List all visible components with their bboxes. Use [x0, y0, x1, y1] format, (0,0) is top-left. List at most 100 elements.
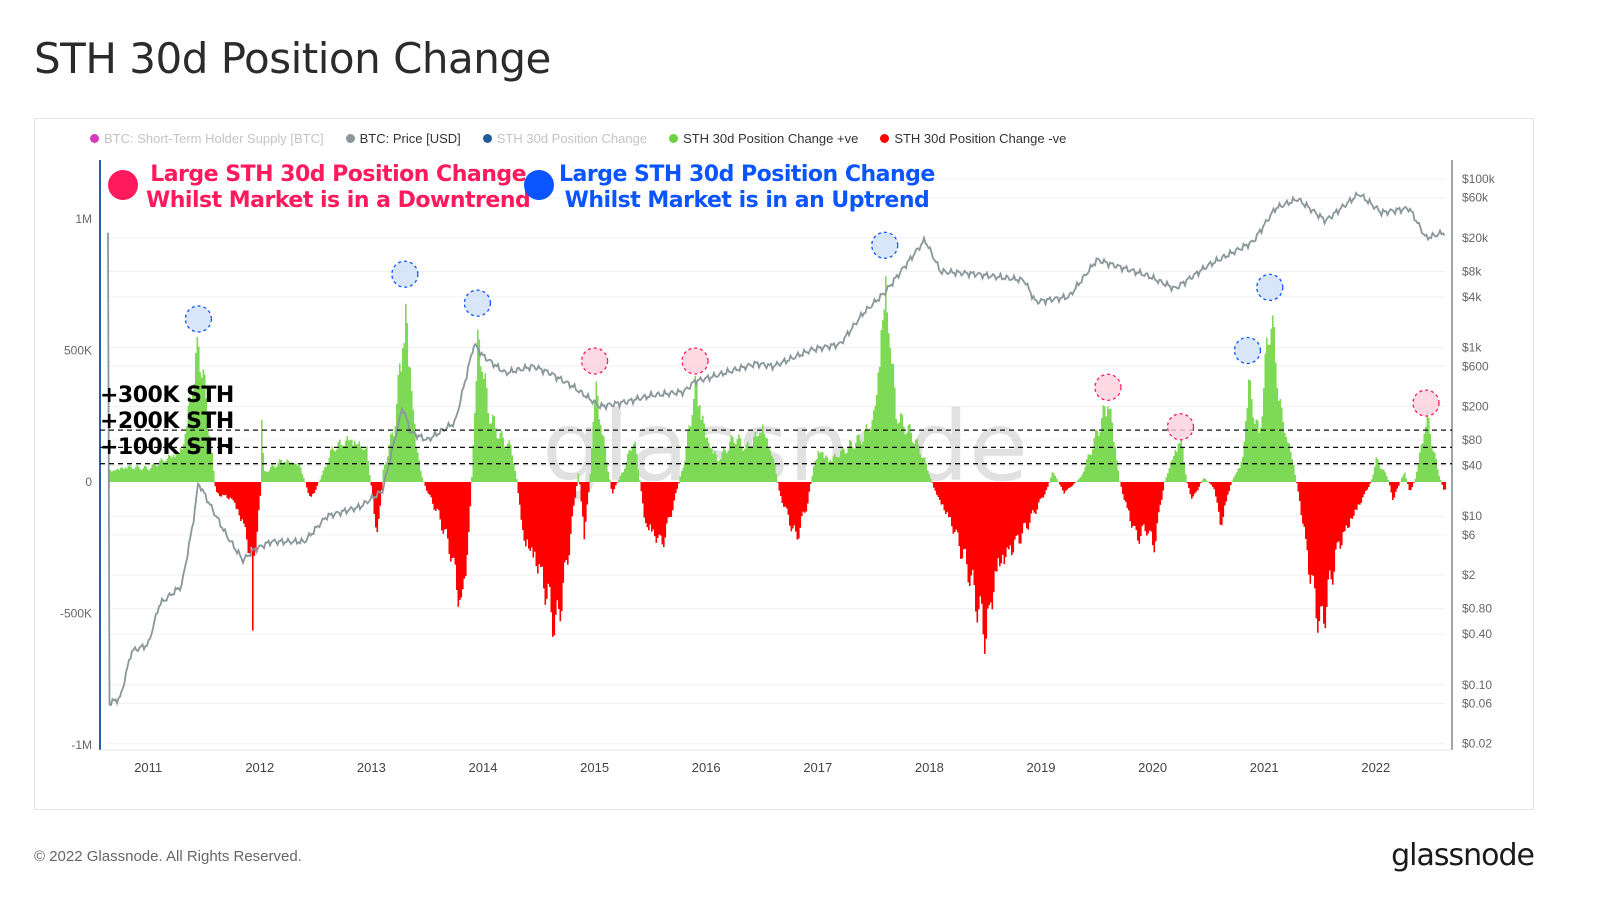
positive-bar	[507, 443, 509, 482]
negative-bar	[534, 482, 536, 552]
negative-bar	[532, 482, 535, 558]
positive-bar	[199, 372, 202, 482]
negative-bar	[939, 482, 941, 501]
positive-bar	[691, 415, 694, 482]
positive-bar	[1176, 451, 1178, 482]
y-right-tick-label: $80	[1462, 433, 1482, 447]
positive-bar	[264, 470, 266, 482]
y-right-tick-label: $1k	[1462, 341, 1482, 355]
negative-bar	[1138, 482, 1141, 544]
negative-bar	[786, 482, 788, 509]
negative-bar	[1135, 482, 1138, 531]
negative-bar	[1338, 482, 1340, 542]
positive-bar	[897, 423, 899, 482]
negative-bar	[1038, 482, 1040, 503]
negative-bar	[249, 482, 251, 554]
negative-bar	[1015, 482, 1018, 536]
positive-bar	[1404, 472, 1406, 482]
x-tick-label: 2022	[1361, 760, 1390, 775]
positive-bar	[402, 348, 404, 482]
negative-bar	[1194, 482, 1196, 494]
positive-bar	[726, 453, 728, 482]
negative-bar	[256, 482, 259, 532]
negative-bar	[1407, 482, 1409, 485]
price-line	[107, 191, 1446, 707]
negative-bar	[1140, 482, 1142, 537]
negative-bar	[571, 482, 574, 517]
legend-item[interactable]: BTC: Short-Term Holder Supply [BTC]	[90, 131, 324, 146]
negative-bar	[1326, 482, 1328, 607]
positive-bar	[1237, 468, 1240, 482]
positive-bar	[513, 463, 515, 482]
negative-bar	[1039, 482, 1042, 499]
negative-bar	[463, 482, 466, 579]
legend-item[interactable]: STH 30d Position Change +ve	[669, 131, 858, 146]
positive-bar	[514, 470, 517, 482]
negative-bar	[1197, 482, 1199, 491]
positive-bar	[1102, 405, 1105, 482]
positive-bar	[742, 450, 745, 482]
positive-bar	[1414, 478, 1417, 482]
positive-bar	[1096, 430, 1099, 482]
positive-bar	[1420, 444, 1423, 482]
positive-bar	[114, 470, 116, 482]
negative-bar	[456, 482, 458, 591]
positive-bar	[1249, 380, 1252, 482]
positive-bar	[1285, 436, 1288, 482]
positive-bar	[759, 433, 761, 482]
negative-bar	[1315, 482, 1318, 619]
positive-bar	[270, 466, 272, 482]
negative-bar	[802, 482, 805, 512]
negative-bar	[214, 482, 217, 487]
y-right-tick-label: $0.80	[1462, 602, 1492, 616]
legend-item[interactable]: BTC: Price [USD]	[345, 131, 461, 146]
positive-bar	[916, 438, 919, 482]
negative-bar	[1159, 482, 1162, 505]
x-tick-label: 2018	[915, 760, 944, 775]
negative-bar	[1125, 482, 1127, 502]
positive-bar	[919, 454, 922, 482]
positive-bar	[127, 466, 130, 482]
negative-bar	[1212, 482, 1214, 487]
positive-bar	[591, 448, 593, 482]
positive-bar	[190, 401, 193, 482]
y-right-tick-label: $60k	[1462, 191, 1489, 205]
positive-bar	[331, 446, 334, 482]
positive-bar	[912, 442, 914, 482]
negative-bar	[1006, 482, 1009, 548]
positive-bar	[757, 435, 760, 482]
negative-bar	[1011, 482, 1013, 556]
chart-frame	[34, 118, 1534, 810]
negative-bar	[792, 482, 794, 529]
legend-item[interactable]: STH 30d Position Change -ve	[880, 131, 1066, 146]
positive-bar	[171, 457, 173, 482]
negative-bar	[235, 482, 238, 509]
positive-bar	[1267, 344, 1270, 482]
positive-bar	[718, 460, 721, 482]
positive-bar	[178, 453, 181, 482]
negative-bar	[1297, 482, 1300, 492]
negative-bar	[1318, 482, 1321, 622]
positive-bar	[486, 387, 488, 482]
positive-bar	[622, 471, 625, 482]
positive-bar	[321, 475, 323, 482]
positive-bar	[1078, 478, 1081, 482]
legend-item[interactable]: STH 30d Position Change	[482, 131, 647, 146]
positive-bar	[771, 455, 773, 482]
positive-bar	[882, 320, 884, 482]
negative-bar	[1045, 482, 1048, 491]
positive-bar	[1117, 470, 1120, 482]
positive-bar	[196, 337, 199, 482]
negative-bar	[1398, 482, 1400, 486]
positive-bar	[265, 471, 268, 482]
positive-bar	[300, 467, 302, 482]
positive-bar	[118, 470, 121, 482]
negative-bar	[675, 482, 677, 494]
negative-bar	[313, 482, 316, 493]
positive-bar	[501, 430, 503, 482]
downtrend-line2: Whilst Market is in a Downtrend	[146, 188, 531, 213]
negative-bar	[804, 482, 806, 513]
negative-bar	[568, 482, 571, 556]
positive-bar	[400, 371, 403, 482]
positive-bar	[597, 395, 599, 482]
